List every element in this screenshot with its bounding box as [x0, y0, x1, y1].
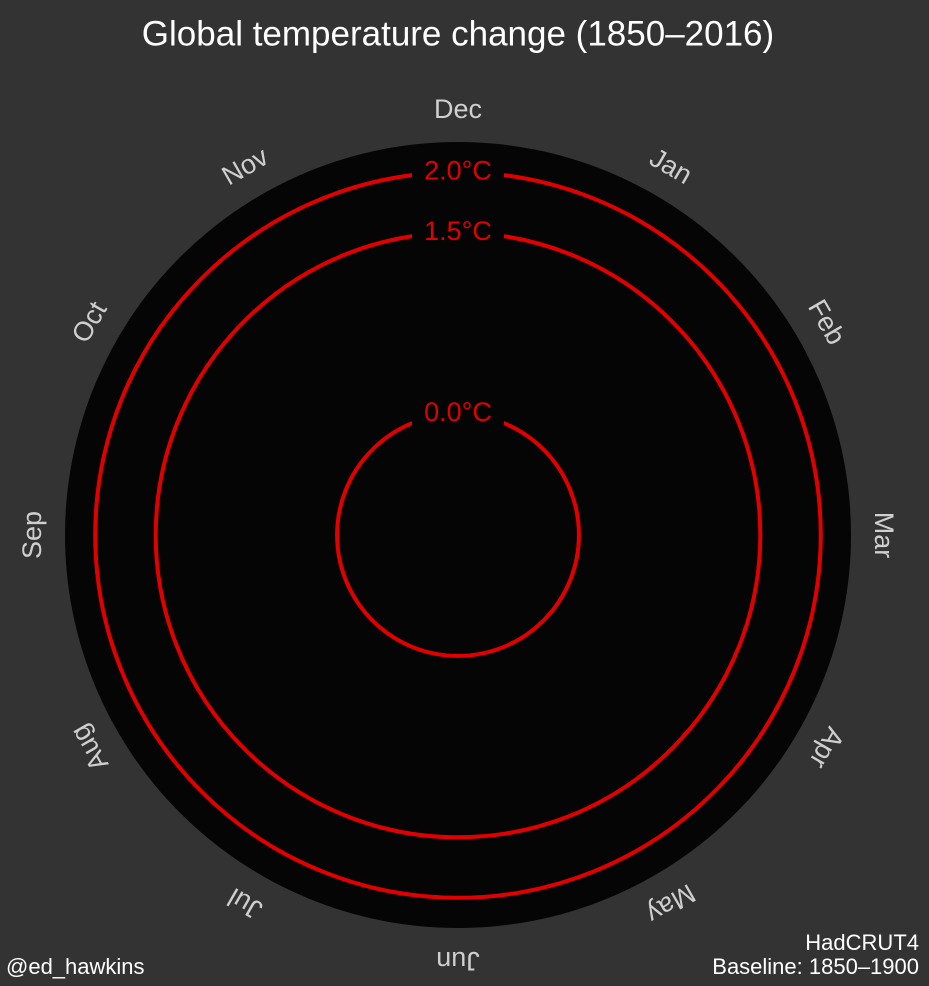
ring-label: 1.5°C	[424, 216, 492, 246]
source: HadCRUT4	[805, 930, 919, 955]
ring-label-bg	[412, 154, 504, 191]
ring-label: 2.0°C	[424, 155, 492, 185]
month-label: Jun	[436, 946, 480, 976]
ring-label-bg	[412, 396, 504, 433]
month-label: Mar	[869, 512, 899, 559]
credit: @ed_hawkins	[6, 954, 145, 979]
chart-title: Global temperature change (1850–2016)	[142, 14, 774, 53]
plot-disc	[65, 142, 851, 928]
ring-label-bg	[412, 214, 504, 251]
baseline: Baseline: 1850–1900	[712, 954, 919, 979]
month-label: Dec	[434, 94, 482, 124]
month-label: Sep	[17, 511, 47, 559]
ring-label: 0.0°C	[424, 397, 492, 427]
